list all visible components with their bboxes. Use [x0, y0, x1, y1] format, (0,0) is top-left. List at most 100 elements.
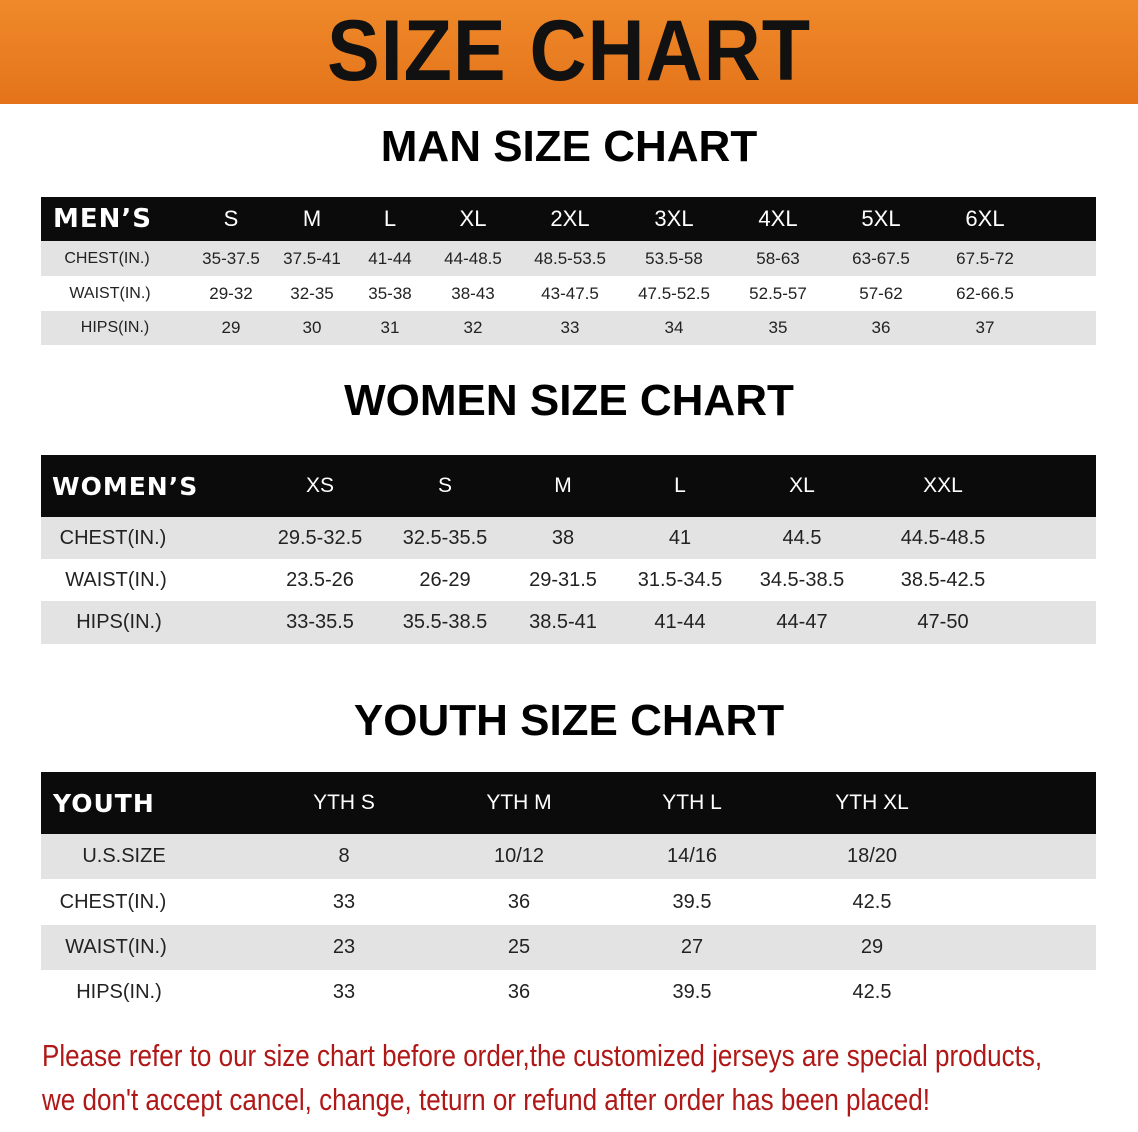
- table-cell: 32-35: [290, 283, 334, 303]
- table-cell: 29: [860, 936, 884, 958]
- table-cell: 58-63: [756, 248, 800, 268]
- table-cell: 31: [380, 318, 400, 337]
- table-cell: 33: [332, 890, 356, 913]
- table-cell: 35.5-38.5: [402, 611, 488, 633]
- table-cell: 34.5-38.5: [759, 568, 845, 591]
- table-cell: 25: [507, 936, 531, 958]
- row-label: HIPS(IN.): [76, 611, 162, 633]
- table-cell: 44-48.5: [444, 248, 502, 268]
- size-column-header: XS: [305, 474, 335, 497]
- row-label: CHEST(IN.): [59, 526, 167, 549]
- table-cell: 32.5-35.5: [402, 526, 488, 549]
- table-cell: 29-31.5: [529, 568, 597, 591]
- size-column-header: YTH XL: [835, 791, 909, 814]
- table-cell: 39.5: [672, 890, 712, 913]
- table-cell: 33: [332, 981, 356, 1003]
- table-row: U.S.SIZE 8 10/12 14/16 18/20: [41, 834, 1096, 879]
- table-cell: 30: [302, 318, 322, 337]
- women-section-title: WOMEN SIZE CHART: [344, 376, 794, 425]
- table-cell: 44.5: [782, 526, 822, 549]
- table-cell: 57-62: [859, 283, 903, 303]
- size-column-header: L: [674, 474, 686, 497]
- women-size-table: WOMEN’S XS S M L XL XXL CHEST(IN.) 29.5-32.5 32.5…: [41, 455, 1096, 644]
- table-cell: 18/20: [846, 845, 898, 867]
- size-column-header: YTH M: [486, 791, 552, 814]
- youth-header-row: YOUTH YTH S YTH M YTH L YTH XL: [41, 772, 1096, 834]
- size-column-header: M: [554, 474, 572, 497]
- table-row: CHEST(IN.) 29.5-32.5 32.5-35.5 38 41 44.5 44.5…: [41, 517, 1096, 559]
- table-cell: 47.5-52.5: [638, 283, 710, 303]
- table-cell: 38.5-41: [529, 611, 597, 633]
- table-cell: 41-44: [368, 248, 412, 268]
- table-cell: 8: [338, 845, 350, 867]
- table-cell: 37.5-41: [283, 248, 341, 268]
- table-cell: 32: [463, 318, 483, 337]
- table-cell: 31.5-34.5: [637, 568, 723, 591]
- men-size-table: MEN’S S M L XL 2XL 3XL 4XL 5XL 6XL CHEST(IN.) 35-37…: [41, 197, 1096, 345]
- table-row: HIPS(IN.) 33-35.5 35.5-38.5 38.5-41 41-44 44-…: [41, 601, 1096, 644]
- table-cell: 43-47.5: [541, 283, 599, 303]
- table-cell: 53.5-58: [645, 248, 703, 268]
- table-cell: 29.5-32.5: [277, 526, 363, 549]
- table-row: CHEST(IN.) 33 36 39.5 42.5: [41, 879, 1096, 925]
- notice-line-2: we don't accept cancel, change, teturn o…: [42, 1082, 931, 1117]
- table-cell: 42.5: [852, 890, 892, 913]
- table-cell: 38-43: [451, 283, 495, 303]
- table-row: CHEST(IN.) 35-37.5 37.5-41 41-44 44-48.5 48.5…: [41, 241, 1096, 276]
- table-cell: 34: [664, 318, 684, 337]
- table-cell: 14/16: [666, 845, 718, 867]
- youth-section-title: YOUTH SIZE CHART: [353, 696, 785, 745]
- table-cell: 26-29: [419, 568, 471, 591]
- table-row: HIPS(IN.) 29 30 31 32 33 34 35 36 37: [41, 311, 1096, 345]
- size-column-header: 3XL: [654, 206, 694, 231]
- table-cell: 35: [768, 318, 788, 337]
- men-section-title: MAN SIZE CHART: [380, 122, 758, 171]
- table-cell: 38: [551, 526, 575, 549]
- row-label: WAIST(IN.): [69, 284, 151, 302]
- banner: SIZE CHART: [0, 0, 1138, 104]
- row-label: HIPS(IN.): [80, 319, 150, 336]
- table-cell: 23: [332, 936, 356, 958]
- size-column-header: M: [302, 206, 322, 231]
- table-cell: 47-50: [917, 611, 969, 633]
- size-column-header: 4XL: [758, 206, 798, 231]
- table-cell: 36: [871, 318, 891, 337]
- table-cell: 29-32: [209, 283, 253, 303]
- size-column-header: S: [223, 206, 239, 231]
- row-label: WAIST(IN.): [65, 936, 167, 958]
- size-column-header: S: [437, 474, 453, 497]
- youth-size-table: YOUTH YTH S YTH M YTH L YTH XL U.S.SIZE 8 10/12…: [41, 772, 1096, 1015]
- row-label: CHEST(IN.): [59, 890, 167, 913]
- table-row: WAIST(IN.) 23 25 27 29: [41, 925, 1096, 970]
- table-cell: 67.5-72: [956, 248, 1014, 268]
- table-cell: 27: [680, 936, 704, 958]
- table-cell: 44-47: [776, 611, 828, 633]
- size-column-header: XXL: [923, 474, 963, 497]
- table-cell: 63-67.5: [852, 248, 910, 268]
- row-label: HIPS(IN.): [76, 981, 162, 1003]
- size-column-header: 6XL: [965, 206, 1005, 231]
- table-cell: 48.5-53.5: [534, 248, 606, 268]
- table-cell: 10/12: [493, 845, 545, 867]
- table-cell: 38.5-42.5: [900, 568, 986, 591]
- table-cell: 35-37.5: [202, 248, 260, 268]
- size-column-header: 5XL: [861, 206, 901, 231]
- table-cell: 23.5-26: [286, 568, 354, 591]
- table-cell: 62-66.5: [956, 283, 1014, 303]
- row-label: CHEST(IN.): [64, 249, 150, 267]
- table-cell: 29: [221, 318, 241, 337]
- size-column-header: XL: [789, 474, 815, 497]
- table-cell: 35-38: [368, 283, 412, 303]
- notice-line-1: Please refer to our size chart before or…: [42, 1038, 1043, 1073]
- table-cell: 37: [975, 318, 995, 337]
- size-column-header: YTH L: [662, 791, 722, 814]
- table-cell: 36: [507, 890, 531, 913]
- table-cell: 52.5-57: [749, 283, 807, 303]
- table-row: HIPS(IN.) 33 36 39.5 42.5: [41, 970, 1096, 1015]
- men-table-label: MEN’S: [53, 204, 152, 234]
- table-row: WAIST(IN.) 23.5-26 26-29 29-31.5 31.5-34.5 34…: [41, 559, 1096, 601]
- table-row: WAIST(IN.) 29-32 32-35 35-38 38-43 43-47.5 47.…: [41, 276, 1096, 311]
- size-column-header: L: [383, 206, 397, 231]
- size-column-header: 2XL: [550, 206, 590, 231]
- table-cell: 42.5: [852, 981, 892, 1003]
